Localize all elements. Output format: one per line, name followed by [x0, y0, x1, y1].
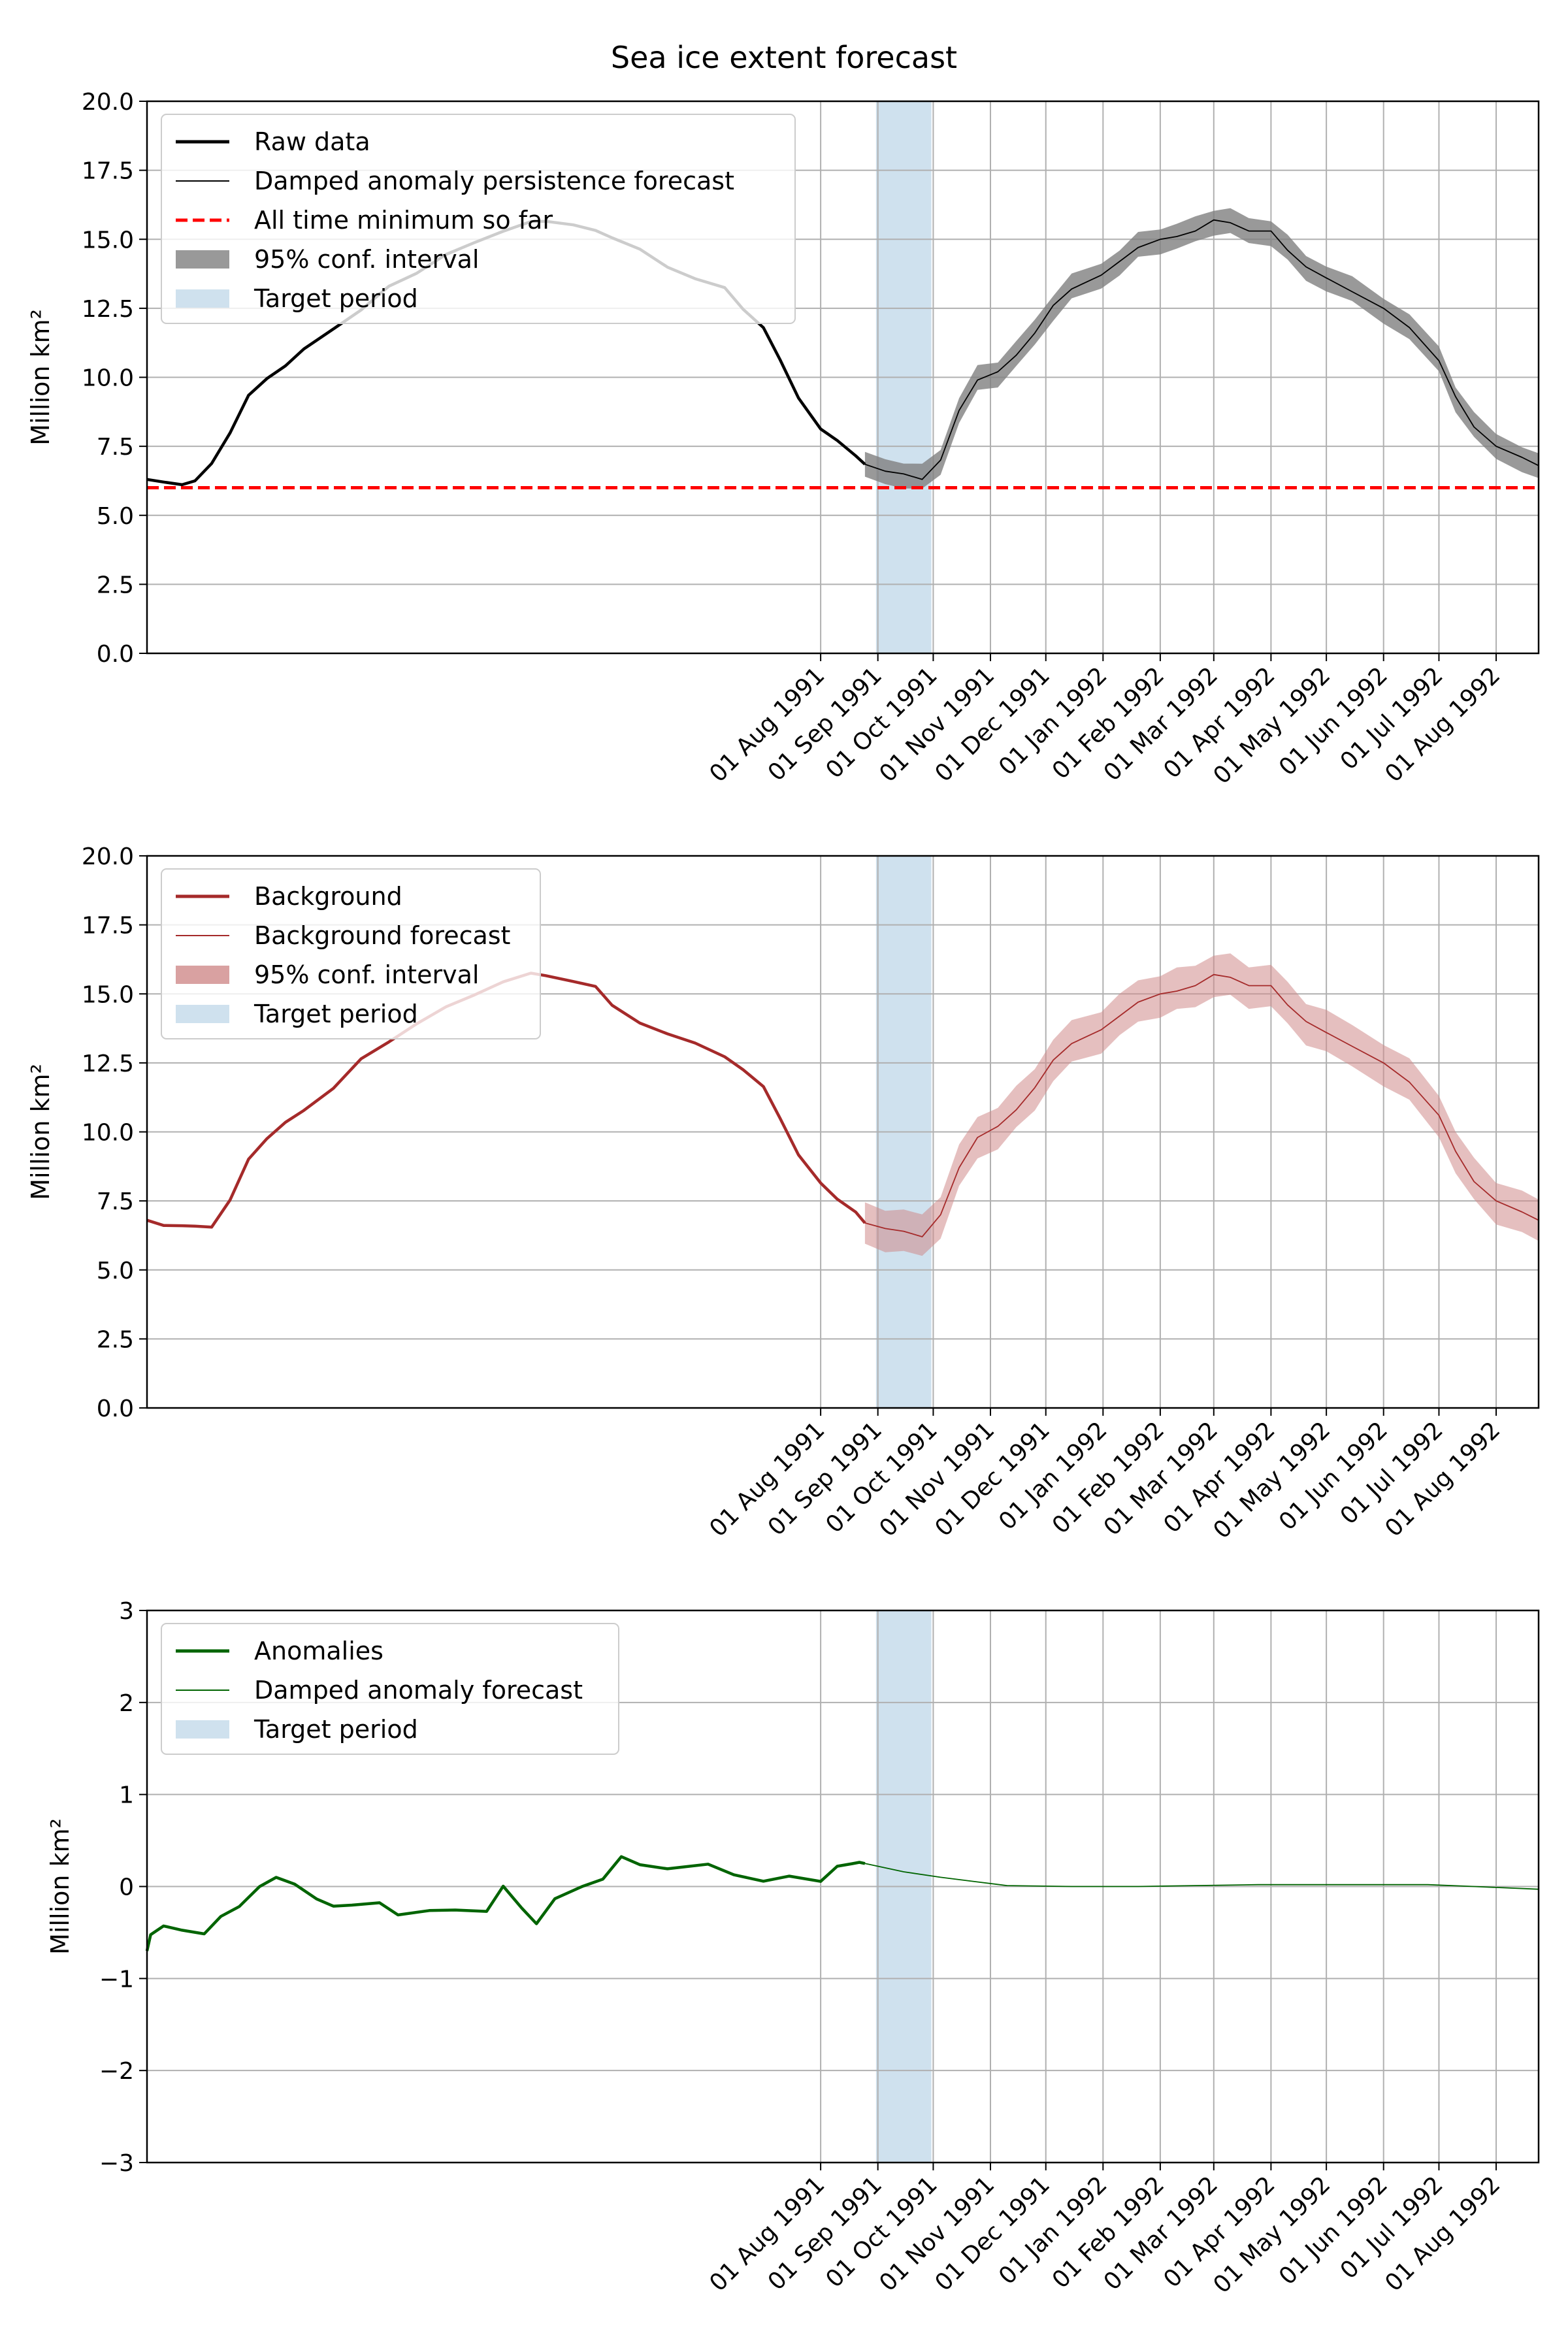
legend-box [161, 1623, 619, 1755]
y-tick-label: −3 [99, 2150, 134, 2177]
legend-swatch [176, 966, 229, 984]
confidence-band [864, 208, 1539, 489]
y-axis-label: Million km² [46, 1818, 74, 1955]
y-tick-label: 20.0 [82, 843, 134, 870]
y-tick-label: 10.0 [82, 1120, 134, 1147]
panel-2: 0.02.55.07.510.012.515.017.520.001 Aug 1… [26, 843, 1540, 1544]
legend-label: All time minimum so far [254, 206, 553, 235]
y-tick-label: 10.0 [82, 365, 134, 392]
y-tick-label: −2 [99, 2058, 134, 2085]
y-tick-label: 0.0 [97, 1396, 134, 1422]
y-axis-label: Million km² [26, 309, 55, 446]
panels: 0.02.55.07.510.012.515.017.520.001 Aug 1… [26, 89, 1540, 2298]
y-tick-label: 7.5 [97, 1188, 134, 1215]
legend-box [161, 114, 796, 324]
legend-label: Background forecast [254, 921, 510, 950]
legend-label: Damped anomaly persistence forecast [254, 167, 734, 195]
legend-swatch [176, 289, 229, 308]
grid [147, 855, 1539, 1409]
legend-swatch [176, 1720, 229, 1739]
y-tick-label: 5.0 [97, 1258, 134, 1284]
legend-label: Anomalies [254, 1637, 384, 1665]
y-tick-label: 0 [119, 1874, 134, 1901]
legend-label: Raw data [254, 127, 370, 156]
legend-label: Damped anomaly forecast [254, 1676, 583, 1705]
y-axis-label: Million km² [26, 1064, 55, 1200]
legend: Anomalies Damped anomaly forecast Target p… [161, 1623, 619, 1755]
legend-label: Target period [253, 284, 418, 313]
y-tick-label: 3 [119, 1598, 134, 1625]
grid [147, 1610, 1539, 2163]
y-tick-label: 2.5 [97, 572, 134, 598]
series-line-forecast [864, 973, 1539, 1237]
series-line-forecast [864, 219, 1539, 480]
y-tick-label: 2 [119, 1690, 134, 1717]
y-tick-label: 17.5 [82, 913, 134, 939]
legend-swatch [176, 250, 229, 269]
confidence-band [864, 953, 1539, 1256]
y-tick-label: 17.5 [82, 158, 134, 185]
legend-label: 95% conf. interval [254, 960, 479, 989]
y-tick-label: 15.0 [82, 227, 134, 253]
legend-box [161, 868, 541, 1039]
legend: Raw data Damped anomaly persistence forec… [161, 114, 796, 324]
figure-title: Sea ice extent forecast [611, 40, 957, 75]
y-tick-label: 7.5 [97, 434, 134, 461]
series-line-observed [145, 1855, 866, 1952]
y-tick-label: 15.0 [82, 981, 134, 1008]
panel-1: 0.02.55.07.510.012.515.017.520.001 Aug 1… [26, 89, 1540, 789]
y-tick-label: 0.0 [97, 641, 134, 668]
y-tick-label: 5.0 [97, 503, 134, 530]
series-line-forecast [864, 1863, 1539, 1890]
legend-label: 95% conf. interval [254, 245, 479, 274]
legend-label: Target period [253, 1000, 418, 1028]
legend-swatch [176, 1005, 229, 1023]
y-tick-label: −1 [99, 1966, 134, 1993]
y-tick-label: 12.5 [82, 1051, 134, 1077]
y-tick-label: 2.5 [97, 1326, 134, 1353]
y-tick-label: 12.5 [82, 296, 134, 323]
y-tick-label: 1 [119, 1782, 134, 1809]
legend-label: Background [254, 882, 402, 911]
legend: Background Background forecast 95% conf. i… [161, 868, 541, 1039]
y-tick-label: 20.0 [82, 89, 134, 116]
legend-label: Target period [253, 1715, 418, 1744]
